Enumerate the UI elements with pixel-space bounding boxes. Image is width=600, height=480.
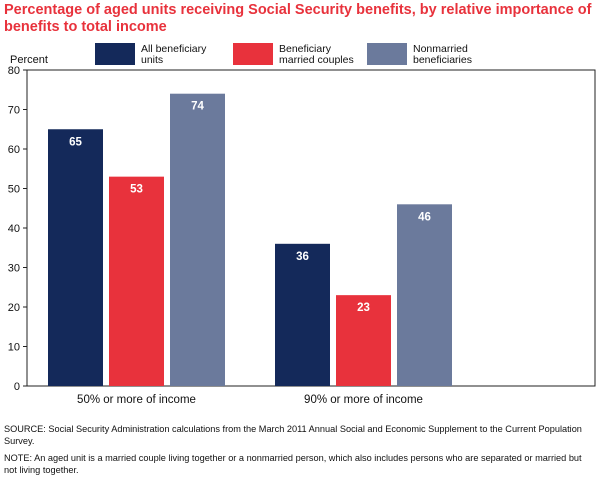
legend-label: Nonmarried xyxy=(413,43,468,55)
legend-swatch xyxy=(233,43,273,65)
y-tick-label: 50 xyxy=(8,184,20,196)
y-tick-label: 80 xyxy=(8,65,20,77)
legend-label: units xyxy=(141,54,163,66)
legend-swatch xyxy=(95,43,135,65)
legend-label: All beneficiary xyxy=(141,43,207,55)
legend-label: beneficiaries xyxy=(413,54,472,66)
bar-2-2 xyxy=(336,295,391,386)
footnote: NOTE: An aged unit is a married couple l… xyxy=(4,453,582,475)
bar-value-label: 36 xyxy=(296,251,309,263)
y-axis-label: Percent xyxy=(10,54,48,66)
source-note: SOURCE: Social Security Administration c… xyxy=(4,424,582,446)
y-tick-label: 30 xyxy=(8,263,20,275)
bar-chart: 0 10 20 30 40 50 60 70 80 65 53 74 50% or more of i… xyxy=(8,43,596,406)
x-category-label: 50% or more of income xyxy=(77,394,196,406)
legend-swatch xyxy=(367,43,407,65)
chart-title: Percentage of aged units receiving Socia… xyxy=(4,2,592,35)
y-tick-label: 0 xyxy=(14,381,20,393)
y-tick-label: 60 xyxy=(8,144,20,156)
x-category-label: 90% or more of income xyxy=(304,394,423,406)
legend-label: Beneficiary xyxy=(279,43,332,55)
y-tick-label: 10 xyxy=(8,342,20,354)
legend-label: married couples xyxy=(279,54,354,66)
bar-3-1 xyxy=(170,93,225,386)
bar-1-1 xyxy=(48,129,103,386)
y-tick-label: 70 xyxy=(8,105,20,117)
bar-value-label: 74 xyxy=(191,101,204,113)
bar-value-label: 53 xyxy=(130,184,143,196)
bar-value-label: 23 xyxy=(357,302,370,314)
y-tick-label: 20 xyxy=(8,302,20,314)
bar-value-label: 65 xyxy=(69,136,82,148)
bar-1-2 xyxy=(275,243,330,386)
bar-3-2 xyxy=(397,204,452,386)
bar-2-1 xyxy=(109,176,164,386)
bar-value-label: 46 xyxy=(418,211,431,223)
y-tick-label: 40 xyxy=(8,223,20,235)
